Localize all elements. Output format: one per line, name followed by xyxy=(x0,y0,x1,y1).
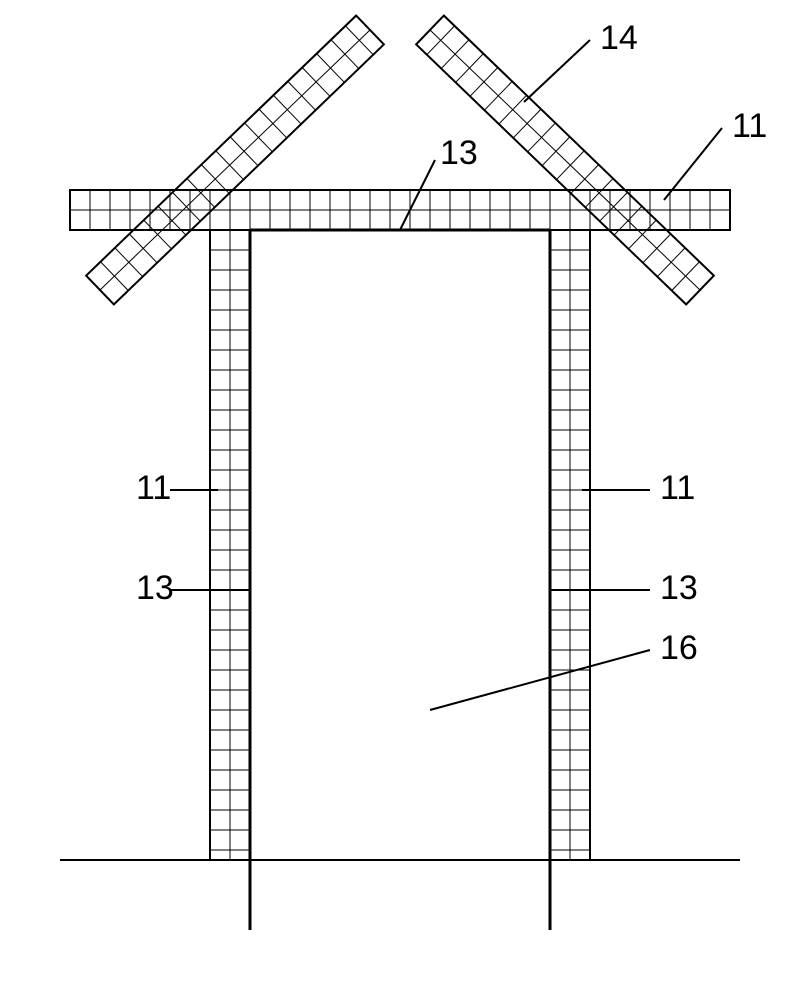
lbl11_left: 11 xyxy=(136,469,171,507)
lbl13_top: 13 xyxy=(440,134,478,172)
lbl16: 16 xyxy=(660,629,698,667)
lbl11_tr: 11 xyxy=(732,107,767,145)
reinforcement-diagram: 14 11 13 11 13 11 13 16 xyxy=(0,0,800,987)
lbl13_left: 13 xyxy=(136,569,174,607)
lbl11_right: 11 xyxy=(660,469,695,507)
lbl13_right: 13 xyxy=(660,569,698,607)
lbl14: 14 xyxy=(600,19,638,57)
